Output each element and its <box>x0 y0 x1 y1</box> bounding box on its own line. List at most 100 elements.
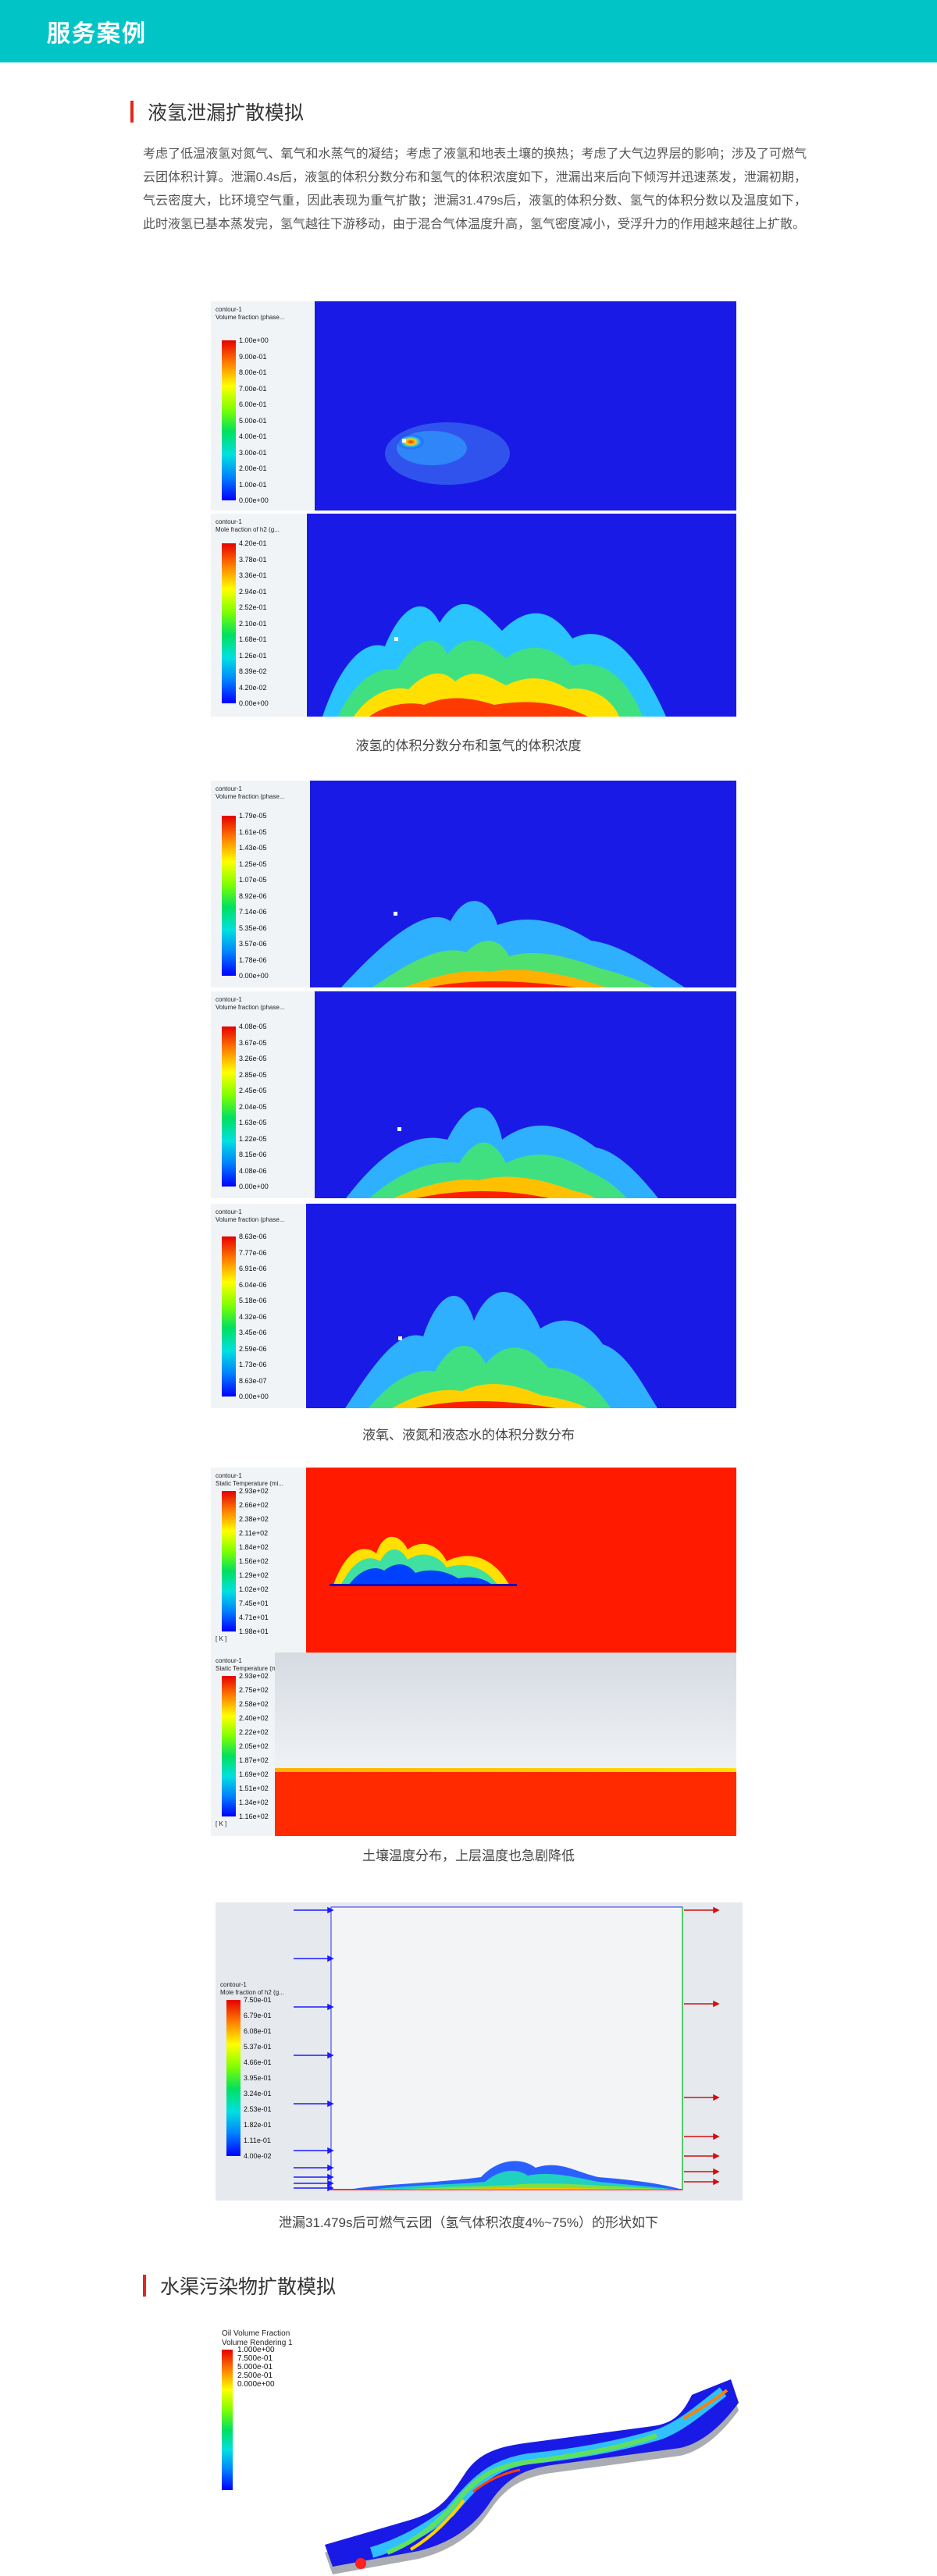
legend-title: contour-1 Static Temperature (mi... <box>216 1657 283 1672</box>
legend: contour-1 Mole fraction of h2 (g... 4.20… <box>211 514 307 717</box>
legend-tick-label: 7.45e+01 <box>239 1599 269 1607</box>
legend-tick-label: 4.20e-01 <box>239 539 267 547</box>
legend-tick-label: 6.00e-01 <box>239 400 267 408</box>
legend-tick-label: 4.66e-01 <box>244 2058 272 2066</box>
soil-region <box>275 1772 736 1836</box>
legend-tick-label: 1.69e+02 <box>239 1770 269 1778</box>
legend-tick-label: 3.26e-05 <box>239 1055 267 1062</box>
legend-tick-label: 2.85e-05 <box>239 1070 267 1079</box>
legend-tick-label: 1.82e-01 <box>244 2121 272 2129</box>
figure-caption-2: 液氧、液氮和液态水的体积分数分布 <box>362 1428 575 1443</box>
legend-tick-label: 4.08e-06 <box>239 1166 267 1175</box>
legend-tick-label: 6.91e-06 <box>239 1265 267 1272</box>
legend-tick-label: 3.00e-01 <box>239 448 267 457</box>
legend-tick-label: 1.07e-05 <box>239 876 267 884</box>
canal-geometry <box>325 2379 739 2574</box>
legend-tick-label: 4.32e-06 <box>239 1312 267 1321</box>
legend-tick-label: 6.79e-01 <box>244 2012 272 2019</box>
legend-tick-label: 9.00e-01 <box>239 352 267 361</box>
legend-tick-label: 3.67e-05 <box>239 1038 267 1047</box>
section-title-canal: 水渠污染物扩散模拟 <box>143 2272 336 2299</box>
legend: contour-1 Volume fraction (phase... 8.63… <box>211 1204 306 1408</box>
legend-tick-label: 4.08e-05 <box>239 1023 267 1030</box>
legend-tick-label: 0.000e+00 <box>237 2380 275 2389</box>
legend-tick-label: 1.63e-05 <box>239 1119 267 1126</box>
legend-title: contour-1 Mole fraction of h2 (g... <box>220 1981 284 1996</box>
legend-tick-label: 2.11e+02 <box>239 1529 269 1537</box>
legend-tick-label: 1.16e+02 <box>239 1813 269 1820</box>
legend-tick-label: 7.50e-01 <box>244 1996 272 2004</box>
legend-tick-label: 2.53e-01 <box>244 2105 272 2113</box>
color-bar <box>222 816 236 976</box>
legend-tick-label: 8.15e-06 <box>239 1151 267 1158</box>
sim-panel-lh2-volume-fraction: contour-1 Volume fraction (phase... 1.00… <box>211 301 736 511</box>
contour-field <box>322 603 666 717</box>
legend-tick-label: 3.24e-01 <box>244 2090 272 2097</box>
legend-tick-label: 1.26e-01 <box>239 651 267 660</box>
figure-caption-3: 土壤温度分布，上层温度也急剧降低 <box>362 1848 575 1863</box>
legend-tick-label: 1.11e-01 <box>244 2137 271 2144</box>
legend-tick-label: 3.95e-01 <box>244 2074 272 2082</box>
section-title-text: 液氢泄漏扩散模拟 <box>148 102 305 124</box>
legend-tick-label: 1.25e-05 <box>239 859 267 868</box>
legend-unit: [ K ] <box>216 1635 227 1642</box>
legend-tick-label: 2.52e-01 <box>239 603 267 611</box>
legend-tick-label: 2.00e-01 <box>239 464 267 472</box>
legend-title: contour-1 Volume fraction (phase... <box>216 1208 285 1223</box>
legend-tick-label: 4.71e+01 <box>239 1614 269 1621</box>
color-bar <box>222 1236 236 1397</box>
sim-panel-lo2-volume-fraction: contour-1 Volume fraction (phase... 1.79… <box>211 781 736 987</box>
legend-tick-label: 2.66e+02 <box>239 1501 269 1509</box>
legend-tick-label: 1.22e-05 <box>239 1134 267 1143</box>
legend-tick-label: 0.00e+00 <box>239 1183 269 1190</box>
legend-tick-label: 2.93e+02 <box>239 1672 269 1680</box>
legend-title: contour-1 Volume fraction (phase... <box>216 785 285 800</box>
legend-tick-label: 3.57e-06 <box>239 940 267 948</box>
section-title-hydrogen: 液氢泄漏扩散模拟 <box>130 98 304 125</box>
legend-tick-label: 1.51e+02 <box>239 1784 269 1792</box>
header-bar: 服务案例 <box>0 0 937 62</box>
figure-caption-1: 液氢的体积分数分布和氢气的体积浓度 <box>355 738 582 753</box>
legend-tick-label: 8.92e-06 <box>239 891 267 900</box>
legend: contour-1 Mole fraction of h2 (g... 7.50… <box>216 1976 309 2164</box>
legend-tick-label: 1.78e-06 <box>239 955 267 964</box>
color-bar <box>226 2000 240 2156</box>
legend-tick-label: 2.45e-05 <box>239 1087 267 1094</box>
legend-tick-label: 2.59e-06 <box>239 1344 267 1353</box>
legend-tick-label: 7.77e-06 <box>239 1248 267 1257</box>
domain-diagram <box>294 1906 720 2192</box>
sim-panel-flammable-cloud: contour-1 Mole fraction of h2 (g... 7.50… <box>216 1902 743 2201</box>
color-bar <box>222 2350 233 2490</box>
legend-tick-label: 0.00e+00 <box>239 972 269 980</box>
color-bar <box>222 1026 236 1187</box>
legend-tick-label: 1.34e+02 <box>239 1799 269 1806</box>
color-bar <box>222 340 236 500</box>
color-bar <box>222 543 236 703</box>
section-title-text: 水渠污染物扩散模拟 <box>160 2276 337 2298</box>
legend-tick-label: 2.93e+02 <box>239 1487 269 1495</box>
legend-tick-label: 2.94e-01 <box>239 587 267 596</box>
legend-tick-label: 7.14e-06 <box>239 908 267 916</box>
legend: contour-1 Volume fraction (phase... 4.08… <box>211 991 315 1198</box>
legend-title: contour-1 Volume fraction (phase... <box>216 996 285 1011</box>
legend-tick-label: 4.00e-01 <box>239 432 267 440</box>
header-title: 服务案例 <box>47 21 147 47</box>
legend-tick-label: 1.43e-05 <box>239 844 267 852</box>
legend-tick-label: 1.000e+00 <box>237 2346 275 2354</box>
section-accent-bar <box>130 101 134 123</box>
legend-tick-label: 3.45e-06 <box>239 1329 267 1336</box>
legend-tick-label: 2.04e-05 <box>239 1102 267 1111</box>
legend: contour-1 Static Temperature (mi... 2.93… <box>211 1468 306 1653</box>
legend-tick-label: 1.84e+02 <box>239 1543 269 1551</box>
sim-panel-soil-temperature-1: contour-1 Static Temperature (mi... 2.93… <box>211 1468 736 1653</box>
legend-tick-label: 2.75e+02 <box>239 1686 269 1694</box>
sim-panel-h2-mole-fraction: contour-1 Mole fraction of h2 (g... 4.20… <box>211 514 736 717</box>
legend-tick-label: 8.00e-01 <box>239 368 267 376</box>
legend-tick-label: 8.39e-02 <box>239 667 267 675</box>
intro-paragraph: 考虑了低温液氢对氮气、氧气和水蒸气的凝结；考虑了液氢和地表土壤的换热；考虑了大气… <box>143 148 807 231</box>
contour-field <box>330 1536 517 1586</box>
legend-tick-label: 4.00e-02 <box>244 2152 272 2160</box>
legend-tick-label: 8.63e-06 <box>239 1233 267 1240</box>
color-bar <box>222 1491 236 1631</box>
contour-field <box>341 901 685 987</box>
